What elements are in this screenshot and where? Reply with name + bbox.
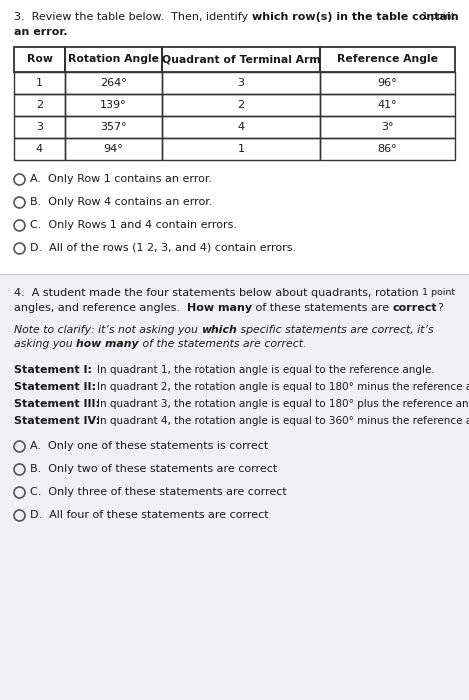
Text: Statement II:: Statement II: (14, 382, 96, 392)
Bar (162, 138, 320, 160)
Text: 94°: 94° (104, 144, 123, 154)
Bar (65, 47, 162, 72)
Text: Rotation Angle: Rotation Angle (68, 55, 159, 64)
Text: 3: 3 (237, 78, 244, 88)
Bar (14, 138, 65, 160)
Bar (65, 138, 162, 160)
Text: Reference Angle: Reference Angle (337, 55, 438, 64)
Text: D.  All four of these statements are correct: D. All four of these statements are corr… (30, 510, 269, 520)
Text: angles, and reference angles.: angles, and reference angles. (14, 303, 187, 313)
Text: 41°: 41° (378, 100, 397, 110)
Text: 1: 1 (36, 78, 43, 88)
Bar (320, 116, 455, 138)
Bar (320, 47, 455, 72)
Bar (14, 116, 65, 138)
Bar (320, 72, 455, 94)
Text: Quadrant of Terminal Arm: Quadrant of Terminal Arm (162, 55, 320, 64)
Text: of these statements are: of these statements are (252, 303, 393, 313)
Text: 4: 4 (237, 122, 244, 132)
Text: 3.  Review the table below.  Then, identify: 3. Review the table below. Then, identif… (14, 12, 252, 22)
Text: asking you: asking you (14, 339, 76, 349)
Text: specific statements are correct, it’s: specific statements are correct, it’s (237, 325, 434, 335)
Text: C.  Only Rows 1 and 4 contain errors.: C. Only Rows 1 and 4 contain errors. (30, 220, 237, 230)
Text: 86°: 86° (378, 144, 397, 154)
Text: correct: correct (393, 303, 438, 313)
Bar (162, 72, 320, 94)
Text: 264°: 264° (100, 78, 127, 88)
Text: which row(s) in the table contain: which row(s) in the table contain (252, 12, 458, 22)
Text: 2: 2 (237, 100, 244, 110)
Text: A.  Only one of these statements is correct: A. Only one of these statements is corre… (30, 441, 268, 451)
Text: How many: How many (187, 303, 252, 313)
Text: In quadrant 3, the rotation angle is equal to 180° plus the reference angle.: In quadrant 3, the rotation angle is equ… (97, 399, 469, 409)
Bar (14, 94, 65, 116)
Text: 96°: 96° (378, 78, 397, 88)
Text: 2: 2 (36, 100, 43, 110)
Bar (162, 116, 320, 138)
Text: A.  Only Row 1 contains an error.: A. Only Row 1 contains an error. (30, 174, 212, 184)
Text: how many: how many (76, 339, 139, 349)
Text: 139°: 139° (100, 100, 127, 110)
Text: In quadrant 2, the rotation angle is equal to 180° minus the reference angle.: In quadrant 2, the rotation angle is equ… (97, 382, 469, 392)
Bar (65, 94, 162, 116)
Text: ?: ? (438, 303, 443, 313)
Bar (0, 275, 469, 700)
Text: D.  All of the rows (1 2, 3, and 4) contain errors.: D. All of the rows (1 2, 3, and 4) conta… (30, 243, 296, 253)
Text: Note to clarify: it’s not asking you: Note to clarify: it’s not asking you (14, 325, 201, 335)
Text: of the statements are correct.: of the statements are correct. (139, 339, 306, 349)
Bar (320, 138, 455, 160)
Text: Row: Row (27, 55, 53, 64)
Text: 1 point: 1 point (422, 12, 455, 21)
Bar (65, 72, 162, 94)
Text: In quadrant 1, the rotation angle is equal to the reference angle.: In quadrant 1, the rotation angle is equ… (97, 365, 435, 375)
Text: 3: 3 (36, 122, 43, 132)
Bar (65, 116, 162, 138)
Text: 1 point: 1 point (422, 288, 455, 297)
Bar (320, 94, 455, 116)
Text: 4: 4 (36, 144, 43, 154)
Text: Statement IV:: Statement IV: (14, 416, 100, 426)
Text: 4.  A student made the four statements below about quadrants, rotation: 4. A student made the four statements be… (14, 288, 419, 298)
Text: C.  Only three of these statements are correct: C. Only three of these statements are co… (30, 487, 287, 497)
Bar (162, 47, 320, 72)
Text: 1: 1 (237, 144, 244, 154)
Text: Statement I:: Statement I: (14, 365, 92, 375)
Text: In quadrant 4, the rotation angle is equal to 360° minus the reference angle.: In quadrant 4, the rotation angle is equ… (97, 416, 469, 426)
Bar (14, 72, 65, 94)
Bar (14, 47, 65, 72)
Text: 3°: 3° (381, 122, 394, 132)
Text: which: which (201, 325, 237, 335)
Text: Statement III:: Statement III: (14, 399, 100, 409)
Text: 357°: 357° (100, 122, 127, 132)
Text: B.  Only Row 4 contains an error.: B. Only Row 4 contains an error. (30, 197, 212, 207)
Text: an error.: an error. (14, 27, 68, 37)
Bar (162, 94, 320, 116)
Text: B.  Only two of these statements are correct: B. Only two of these statements are corr… (30, 464, 277, 474)
